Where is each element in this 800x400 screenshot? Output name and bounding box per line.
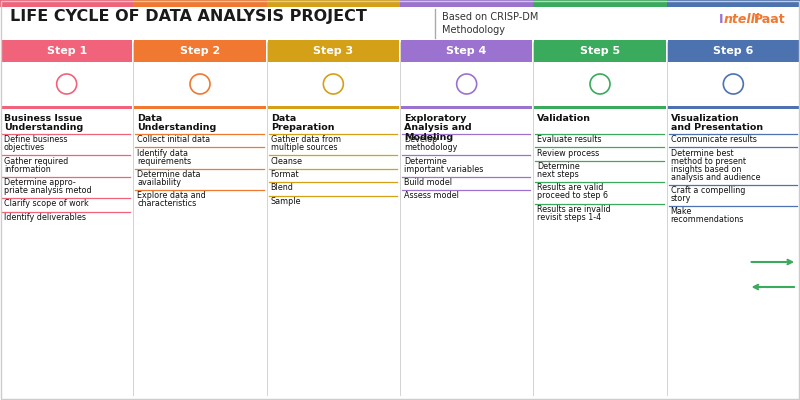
Bar [268,106,399,109]
Text: Determine: Determine [538,162,580,171]
Text: proceed to step 6: proceed to step 6 [538,192,608,200]
Bar [668,106,799,109]
Text: Develop: Develop [404,135,438,144]
Text: Make: Make [670,208,692,216]
Bar [0,0,134,7]
Bar [134,106,266,109]
Text: Communicate results: Communicate results [670,135,757,144]
Text: Sample: Sample [270,197,301,206]
Text: priate analysis metod: priate analysis metod [4,186,92,195]
Text: Step 2: Step 2 [180,46,220,56]
Bar [1,40,132,62]
Bar [134,0,266,7]
Text: Data: Data [270,114,296,123]
Text: Review process: Review process [538,148,599,158]
Text: Analysis and: Analysis and [404,124,472,132]
Text: Business Issue: Business Issue [4,114,82,123]
Bar [666,0,800,7]
Text: Step 4: Step 4 [446,46,487,56]
Text: Explore data and: Explore data and [138,192,206,200]
Text: insights based on: insights based on [670,164,741,174]
Text: Gather required: Gather required [4,156,68,166]
Text: Determine best: Determine best [670,148,734,158]
Text: Understanding: Understanding [138,124,217,132]
Text: Identify deliverables: Identify deliverables [4,213,86,222]
Text: Collect initial data: Collect initial data [138,135,210,144]
Text: Validation: Validation [538,114,591,123]
Text: Clarify scope of work: Clarify scope of work [4,200,89,208]
Text: I: I [719,13,723,26]
Text: information: information [4,164,50,174]
Bar [134,40,266,62]
Bar [400,0,534,7]
Text: Determine data: Determine data [138,170,201,179]
Text: ntelli: ntelli [724,13,760,26]
Text: next steps: next steps [538,170,579,179]
Text: characteristics: characteristics [138,200,197,208]
Bar [401,106,532,109]
Text: requirements: requirements [138,156,191,166]
Text: Results are valid: Results are valid [538,184,604,192]
Text: Preparation: Preparation [270,124,334,132]
Text: Define business: Define business [4,135,67,144]
Bar [1,106,132,109]
Text: Format: Format [270,170,299,179]
Text: Gather data from: Gather data from [270,135,341,144]
Text: Step 5: Step 5 [580,46,620,56]
Text: story: story [670,194,691,203]
Text: method to present: method to present [670,156,746,166]
Text: availability: availability [138,178,182,187]
Bar [401,40,532,62]
Bar [534,106,666,109]
Bar [534,0,666,7]
Text: Exploratory: Exploratory [404,114,466,123]
Text: multiple sources: multiple sources [270,143,337,152]
Text: and Presentation: and Presentation [670,124,762,132]
Text: Data: Data [138,114,162,123]
Text: Step 1: Step 1 [46,46,86,56]
Text: analysis and audience: analysis and audience [670,172,760,182]
Text: Step 6: Step 6 [713,46,754,56]
Text: Results are invalid: Results are invalid [538,205,611,214]
Text: Identify data: Identify data [138,148,188,158]
Text: Based on CRISP-DM
Methodology: Based on CRISP-DM Methodology [442,12,538,35]
Text: methodology: methodology [404,143,458,152]
Text: recommendations: recommendations [670,216,744,224]
Text: revisit steps 1-4: revisit steps 1-4 [538,213,602,222]
Text: Evaluate results: Evaluate results [538,135,602,144]
Text: Step 3: Step 3 [314,46,354,56]
Text: objectives: objectives [4,143,45,152]
Text: Assess model: Assess model [404,192,459,200]
Text: important variables: important variables [404,164,483,174]
Bar [0,62,800,105]
Bar [0,7,800,42]
Text: Modeling: Modeling [404,133,453,142]
Bar [266,0,400,7]
Text: Cleanse: Cleanse [270,156,302,166]
Bar [668,40,799,62]
Text: Craft a compelling: Craft a compelling [670,186,745,195]
Text: Blend: Blend [270,184,294,192]
Bar [534,40,666,62]
Text: Understanding: Understanding [4,124,83,132]
Text: Build model: Build model [404,178,452,187]
Text: Determine: Determine [404,156,446,166]
Bar [268,40,399,62]
Text: Determine appro-: Determine appro- [4,178,76,187]
Text: Paat: Paat [754,13,786,26]
Text: Visualization: Visualization [670,114,739,123]
Text: LIFE CYCLE OF DATA ANALYSIS PROJECT: LIFE CYCLE OF DATA ANALYSIS PROJECT [10,9,367,24]
